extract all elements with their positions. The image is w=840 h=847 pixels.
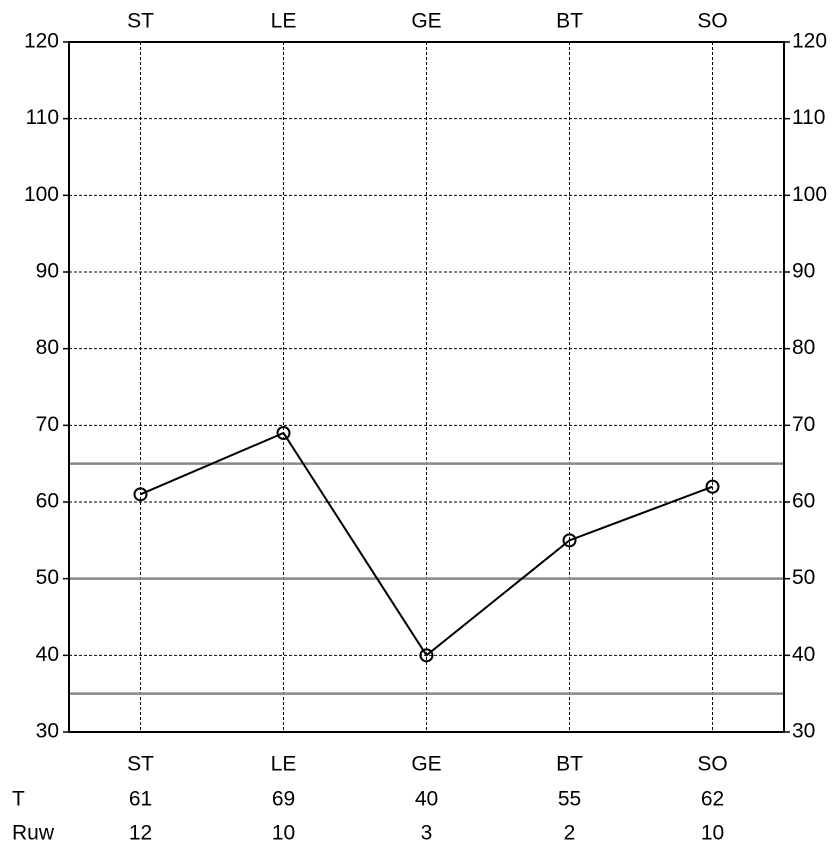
table-value: 40 bbox=[415, 788, 438, 811]
y2-tick-label: 90 bbox=[792, 260, 815, 283]
y2-tick-label: 110 bbox=[792, 106, 825, 129]
y2-tick-label: 80 bbox=[792, 336, 815, 359]
table-value: 2 bbox=[564, 822, 576, 845]
point-marker bbox=[419, 648, 434, 663]
y-tick-label: 60 bbox=[36, 490, 59, 513]
table-value: 62 bbox=[701, 788, 724, 811]
table-value: 55 bbox=[558, 788, 581, 811]
point-marker bbox=[133, 487, 148, 502]
y2-tick-label: 30 bbox=[792, 720, 815, 743]
x-tick-label-top: BT bbox=[556, 10, 583, 33]
point-marker bbox=[562, 533, 577, 548]
table-value: 10 bbox=[701, 822, 724, 845]
y2-tick-label: 60 bbox=[792, 490, 815, 513]
y-tick-label: 80 bbox=[36, 336, 59, 359]
y-tick-label: 90 bbox=[36, 260, 59, 283]
x-tick-label-top: SO bbox=[697, 10, 727, 33]
x-tick-label-top: GE bbox=[411, 10, 441, 33]
point-marker bbox=[705, 479, 720, 494]
y-tick-label: 100 bbox=[24, 183, 59, 206]
table-value: 69 bbox=[272, 788, 295, 811]
y2-tick-label: 40 bbox=[792, 643, 815, 666]
x-tick-label: GE bbox=[411, 753, 441, 776]
y-tick-label: 70 bbox=[36, 413, 59, 436]
row-label: T bbox=[12, 788, 25, 811]
y-tick-label: 110 bbox=[26, 106, 59, 129]
table-value: 3 bbox=[421, 822, 433, 845]
y-tick-label: 30 bbox=[36, 720, 59, 743]
y2-tick-label: 50 bbox=[792, 566, 815, 589]
y2-tick-label: 70 bbox=[792, 413, 815, 436]
table-value: 10 bbox=[272, 822, 295, 845]
table-value: 61 bbox=[129, 788, 152, 811]
x-tick-label-top: ST bbox=[127, 10, 154, 33]
y-tick-label: 40 bbox=[36, 643, 59, 666]
y-tick-label: 50 bbox=[36, 566, 59, 589]
row-label: Ruw bbox=[12, 822, 55, 845]
point-marker bbox=[276, 426, 291, 440]
x-tick-label: ST bbox=[127, 753, 154, 776]
x-tick-label: LE bbox=[271, 753, 297, 776]
series-line bbox=[140, 431, 713, 657]
x-tick-label: SO bbox=[697, 753, 727, 776]
x-tick-label-top: LE bbox=[271, 10, 297, 33]
x-tick-label: BT bbox=[556, 753, 583, 776]
y2-tick-label: 120 bbox=[792, 30, 827, 53]
plot-frame bbox=[68, 41, 785, 733]
y-tick-label: 120 bbox=[24, 30, 59, 53]
y2-tick-label: 100 bbox=[792, 183, 827, 206]
table-value: 12 bbox=[129, 822, 152, 845]
